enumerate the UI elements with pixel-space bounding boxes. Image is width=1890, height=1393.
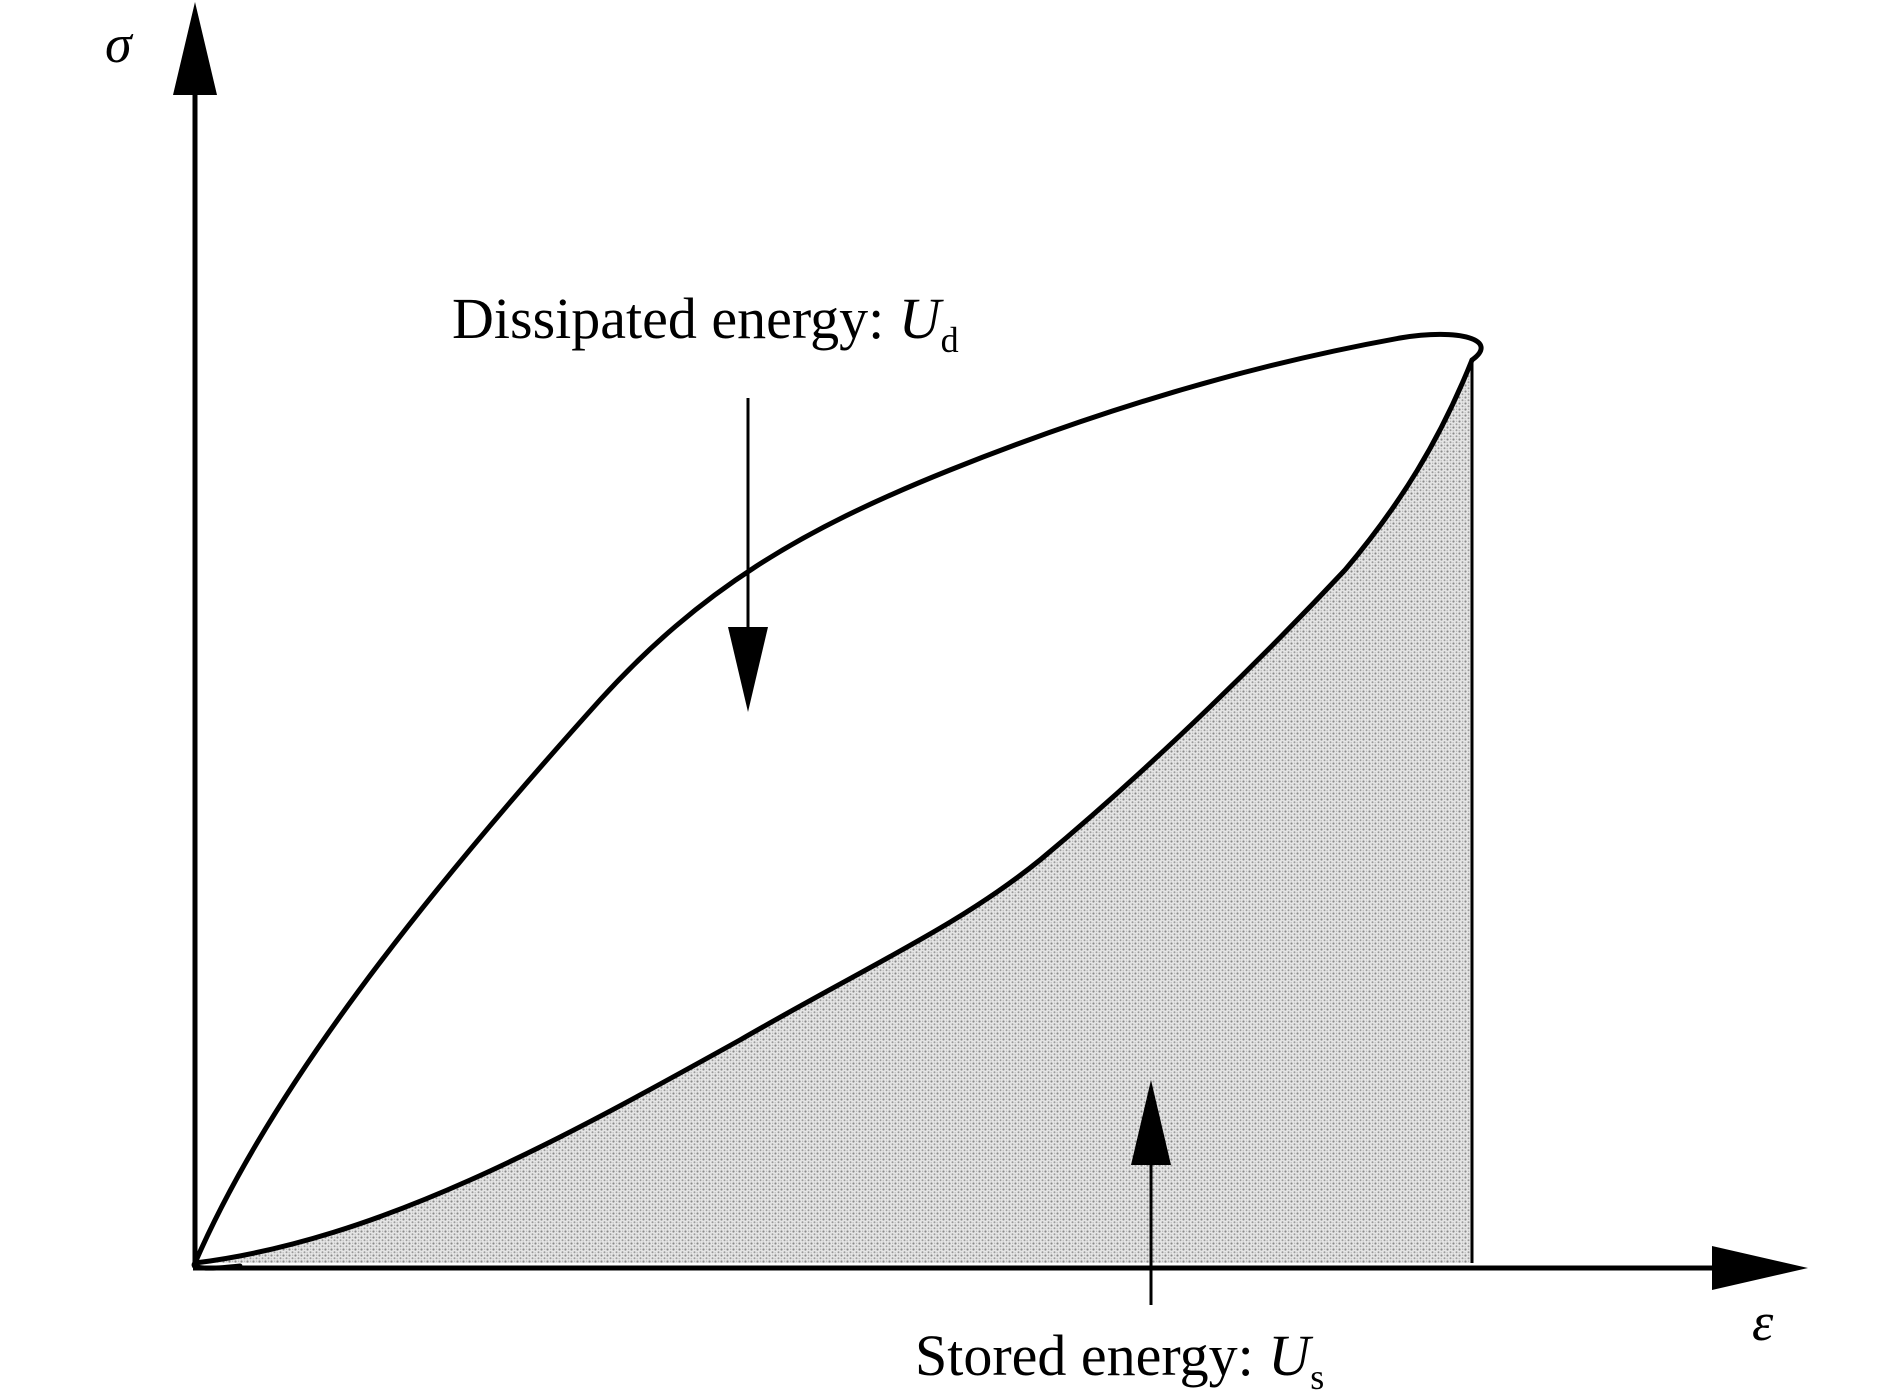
stored-energy-region (195, 360, 1472, 1263)
stored-energy-symbol: U (1268, 1323, 1314, 1388)
x-axis-arrowhead (1712, 1246, 1808, 1290)
dissipated-energy-label: Dissipated energy: Ud (452, 286, 959, 360)
unloading-curve (192, 357, 1475, 1266)
y-axis-arrowhead (173, 2, 217, 95)
dissipated-energy-symbol: U (899, 286, 945, 351)
stored-energy-text: Stored energy: (915, 1323, 1268, 1388)
x-axis-label: ε (1752, 1292, 1774, 1352)
loading-curve (192, 331, 1484, 1266)
stored-energy-arrowhead (1131, 1080, 1171, 1165)
dissipated-energy-text: Dissipated energy: (452, 286, 899, 351)
dissipated-energy-arrowhead (728, 627, 768, 712)
stored-energy-subscript: s (1310, 1357, 1324, 1393)
dissipated-energy-subscript: d (941, 320, 959, 360)
y-axis-label: σ (105, 14, 134, 74)
stored-energy-label: Stored energy: Us (915, 1323, 1324, 1393)
